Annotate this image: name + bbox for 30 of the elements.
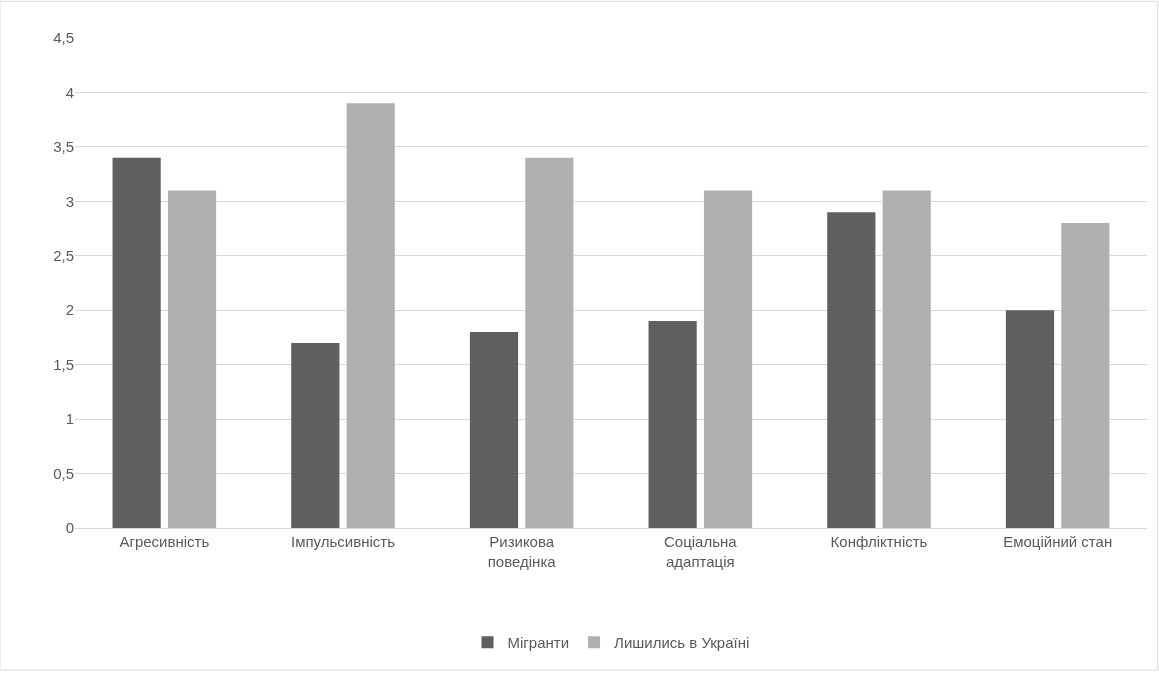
y-tick-label: 0 [65, 519, 74, 537]
y-tick-label: 3 [65, 192, 74, 210]
y-tick-label: 1 [65, 410, 74, 428]
x-tick-label: Імпульсивність [291, 533, 396, 550]
y-tick-label: 3,5 [53, 138, 74, 156]
y-tick-label: 4,5 [53, 29, 74, 47]
bar [703, 190, 753, 528]
bar [1061, 223, 1110, 528]
bar [346, 103, 395, 528]
x-tick-label: Емоційний стан [1003, 533, 1113, 550]
x-tick-label: Агресивність [119, 533, 210, 550]
bar [827, 212, 876, 528]
legend-label: Мігранти [507, 634, 570, 652]
bar [525, 157, 574, 528]
x-tick-label: Конфліктність [830, 533, 928, 550]
legend-label: Лишились в Україні [614, 634, 750, 652]
y-tick-label: 0,5 [53, 464, 74, 482]
bar [167, 190, 217, 528]
bar [112, 157, 161, 528]
bar [648, 321, 697, 528]
x-tick-label: Ризикова поведінка [487, 533, 557, 570]
y-tick-label: 4 [65, 83, 74, 101]
y-tick-label: 2 [65, 301, 74, 319]
y-tick-label: 2,5 [53, 247, 74, 265]
bar [1005, 310, 1055, 528]
bar [882, 190, 931, 528]
bar [291, 342, 340, 528]
bar [469, 332, 519, 528]
x-tick-label: Соціальна адаптація [664, 533, 738, 570]
y-tick-label: 1,5 [53, 355, 74, 373]
